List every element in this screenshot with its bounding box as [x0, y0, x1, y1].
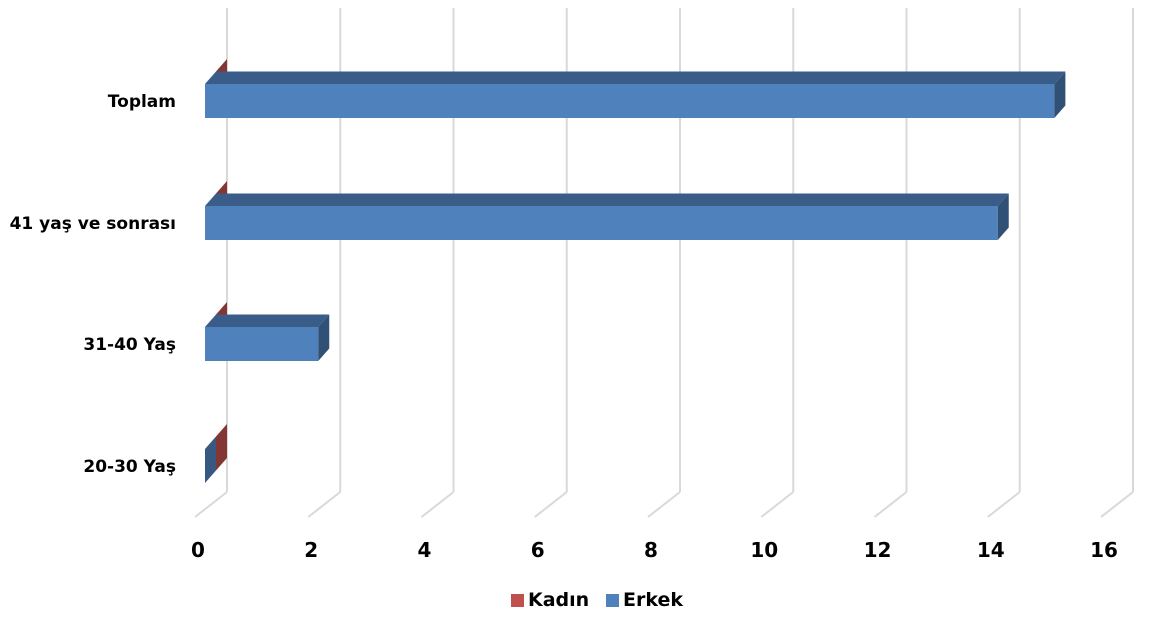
gridline-floor [1100, 491, 1134, 518]
x-tick-label: 16 [1090, 538, 1118, 562]
gridline-floor [307, 491, 341, 518]
x-tick-label: 8 [644, 538, 658, 562]
x-tick-label: 12 [864, 538, 892, 562]
category-label: Toplam [108, 92, 176, 112]
bar-top [205, 314, 330, 327]
bar-end [205, 436, 216, 483]
bar-end [997, 193, 1009, 240]
bar-end [1054, 71, 1066, 118]
gridline-floor [987, 491, 1021, 518]
legend-swatch [606, 594, 619, 607]
gridline-floor [194, 491, 228, 518]
category-label: 41 yaş ve sonrası [10, 214, 176, 234]
x-tick-label: 10 [750, 538, 778, 562]
bar-erkek [205, 314, 330, 361]
bar-front [205, 327, 319, 361]
bar-top [205, 71, 1066, 84]
gridline-floor [420, 491, 455, 518]
gridline-floor [873, 491, 908, 518]
category-label: 20-30 Yaş [83, 457, 176, 477]
bar-erkek [205, 193, 1009, 240]
bar-front [205, 84, 1055, 118]
bar-top [205, 193, 1009, 206]
x-tick-label: 4 [418, 538, 432, 562]
y-axis: Toplam 41 yaş ve sonrası 31-40 Yaş 20-30 Ya… [10, 92, 176, 477]
x-axis: 0 2 4 6 8 10 12 14 16 [191, 538, 1118, 562]
gridline-floor [534, 491, 568, 518]
x-tick-label: 2 [304, 538, 318, 562]
bars [205, 59, 1066, 483]
legend: Kadın Erkek [511, 589, 683, 611]
gridline-floor [760, 491, 794, 518]
legend-item: Erkek [606, 589, 683, 611]
x-tick-label: 14 [977, 538, 1005, 562]
legend-label: Kadın [528, 589, 589, 611]
legend-label: Erkek [623, 589, 683, 611]
bar-end [216, 424, 227, 471]
bar-front [205, 206, 998, 240]
legend-item: Kadın [511, 589, 589, 611]
x-tick-label: 6 [531, 538, 545, 562]
category-label: 31-40 Yaş [83, 335, 176, 355]
bar-end [318, 314, 330, 361]
x-tick-label: 0 [191, 538, 205, 562]
gridline-floor [647, 491, 681, 518]
bar-erkek [205, 436, 216, 483]
legend-swatch [511, 594, 524, 607]
bar-erkek [205, 71, 1066, 118]
bar-kadın [216, 424, 227, 471]
